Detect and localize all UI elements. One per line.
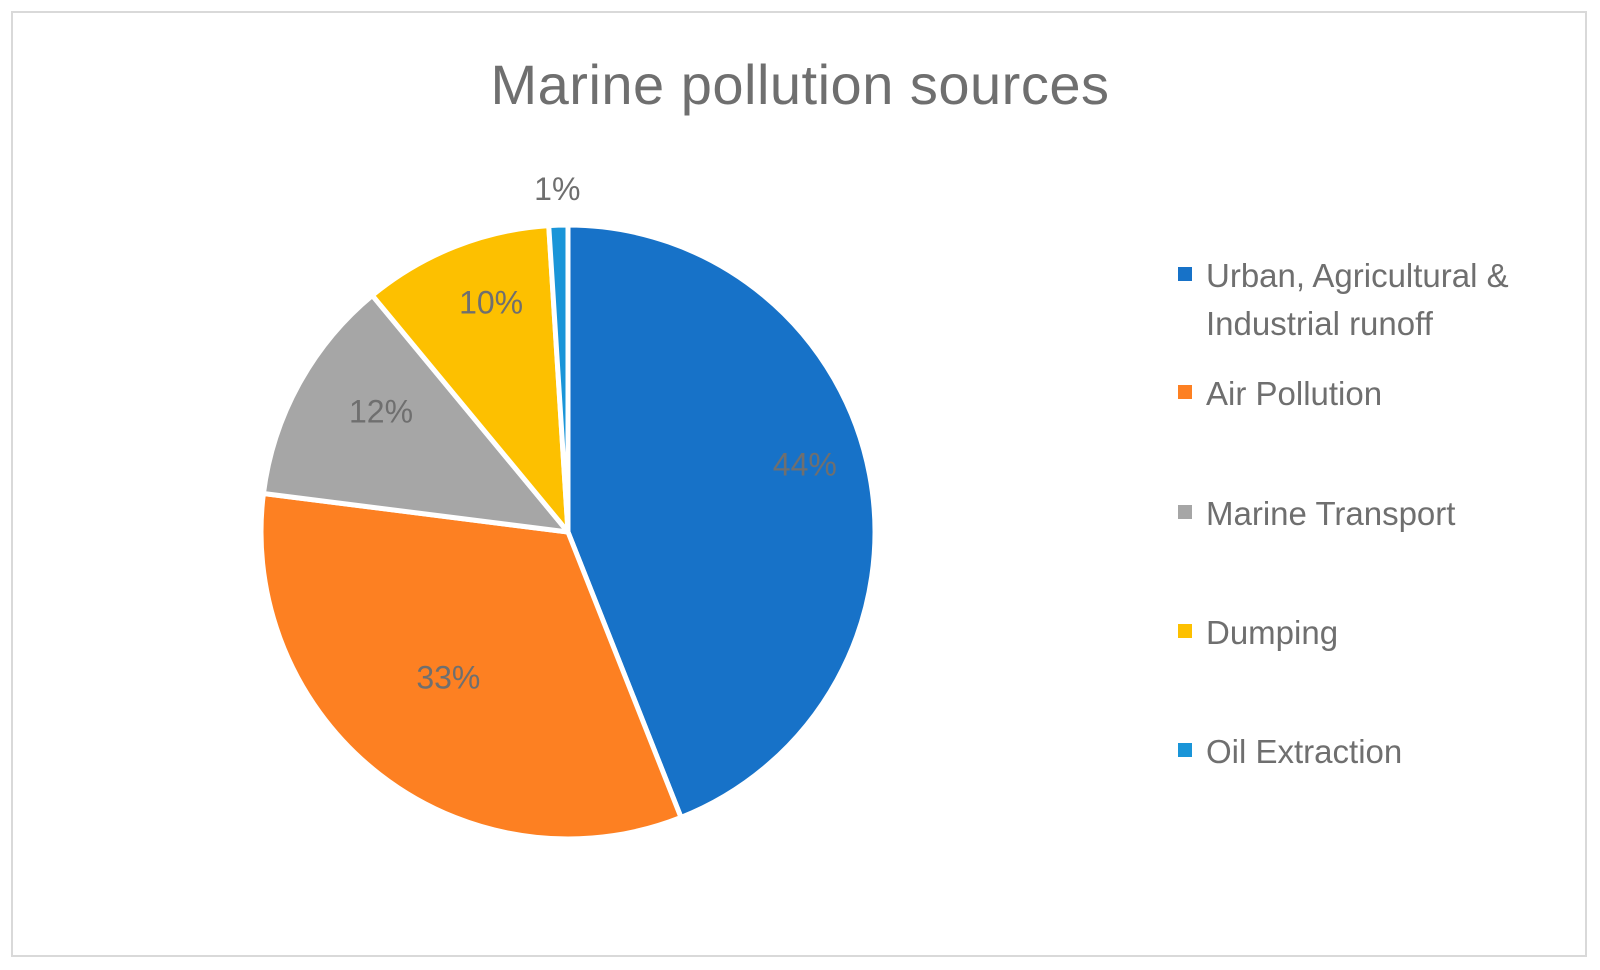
legend-swatch	[1178, 267, 1192, 281]
data-label-5: 1%	[534, 171, 580, 207]
legend-label: Oil Extraction	[1206, 733, 1403, 770]
legend-item-5: Oil Extraction	[1178, 728, 1576, 776]
chart-title: Marine pollution sources	[490, 53, 1110, 116]
pie-slice-1	[565, 222, 878, 820]
legend-swatch	[1178, 743, 1192, 757]
pie-slice-5	[546, 222, 571, 535]
legend-swatch	[1178, 385, 1192, 399]
legend-item-3: Marine Transport	[1178, 490, 1576, 538]
legend-item-2: Air Pollution	[1178, 370, 1576, 418]
legend-label: Urban, Agricultural & Industrial runoff	[1206, 257, 1509, 342]
legend-label: Air Pollution	[1206, 375, 1383, 412]
legend-swatch	[1178, 624, 1192, 638]
data-label-3: 12%	[349, 394, 413, 430]
pie-slice-2	[258, 491, 684, 842]
legend-item-1: Urban, Agricultural & Industrial runoff	[1178, 252, 1576, 348]
data-label-4: 10%	[459, 285, 523, 321]
data-label-2: 33%	[416, 659, 480, 695]
pie-slice-4	[369, 223, 571, 535]
legend-label: Dumping	[1206, 614, 1339, 651]
data-label-1: 44%	[773, 446, 837, 482]
legend-swatch	[1178, 505, 1192, 519]
legend-label: Marine Transport	[1206, 495, 1456, 532]
pie-slice-3	[260, 292, 571, 535]
legend-item-4: Dumping	[1178, 609, 1576, 657]
